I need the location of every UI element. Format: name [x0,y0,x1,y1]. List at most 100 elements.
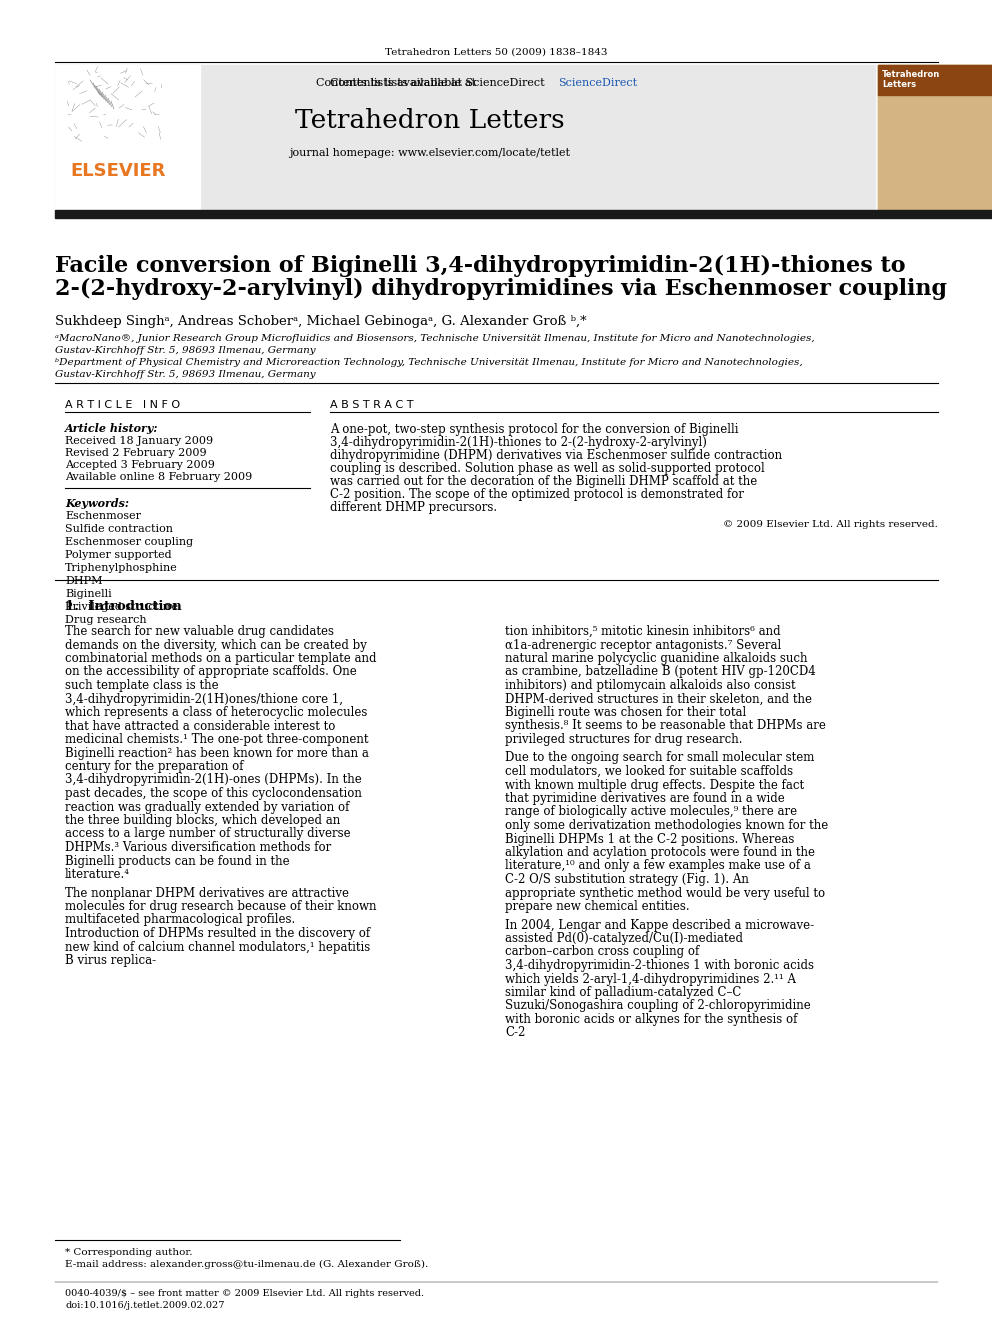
Text: Article history:: Article history: [65,423,159,434]
Bar [55,210,992,218]
Text: 1.  Introduction: 1. Introduction [65,601,182,613]
Text: appropriate synthetic method would be very useful to: appropriate synthetic method would be ve… [505,886,825,900]
Text: In 2004, Lengar and Kappe described a microwave-: In 2004, Lengar and Kappe described a mi… [505,918,814,931]
Text: Sukhdeep Singhᵃ, Andreas Schoberᵃ, Michael Gebinogaᵃ, G. Alexander Groß ᵇ,*: Sukhdeep Singhᵃ, Andreas Schoberᵃ, Micha… [55,315,586,328]
Text: carbon–carbon cross coupling of: carbon–carbon cross coupling of [505,946,699,958]
Text: such template class is the: such template class is the [65,679,218,692]
Text: medicinal chemists.¹ The one-pot three-component: medicinal chemists.¹ The one-pot three-c… [65,733,368,746]
Text: Letters: Letters [882,79,917,89]
Text: Tetrahedron: Tetrahedron [882,70,940,79]
Text: journal homepage: www.elsevier.com/locate/tetlet: journal homepage: www.elsevier.com/locat… [290,148,570,157]
Text: Drug research: Drug research [65,615,147,624]
Text: B virus replica-: B virus replica- [65,954,156,967]
Text: ELSEVIER: ELSEVIER [70,161,166,180]
Text: DHPM-derived structures in their skeleton, and the: DHPM-derived structures in their skeleto… [505,692,812,705]
Text: 2-(2-hydroxy-2-arylvinyl) dihydropyrimidines via Eschenmoser coupling: 2-(2-hydroxy-2-arylvinyl) dihydropyrimid… [55,278,947,300]
Text: 3,4-dihydropyrimidin-2(1H)ones/thione core 1,: 3,4-dihydropyrimidin-2(1H)ones/thione co… [65,692,343,705]
Text: Sulfide contraction: Sulfide contraction [65,524,173,534]
Text: multifaceted pharmacological profiles.: multifaceted pharmacological profiles. [65,913,296,926]
Text: Biginelli reaction² has been known for more than a: Biginelli reaction² has been known for m… [65,746,369,759]
Text: privileged structures for drug research.: privileged structures for drug research. [505,733,742,746]
Text: A R T I C L E   I N F O: A R T I C L E I N F O [65,400,181,410]
Text: new kind of calcium channel modulators,¹ hepatitis: new kind of calcium channel modulators,¹… [65,941,370,954]
Text: α1a-adrenergic receptor antagonists.⁷ Several: α1a-adrenergic receptor antagonists.⁷ Se… [505,639,782,651]
Text: * Corresponding author.: * Corresponding author. [65,1248,192,1257]
Text: Received 18 January 2009: Received 18 January 2009 [65,437,213,446]
Bar [55,65,875,210]
Text: Revised 2 February 2009: Revised 2 February 2009 [65,448,206,458]
Text: molecules for drug research because of their known: molecules for drug research because of t… [65,900,377,913]
Text: A B S T R A C T: A B S T R A C T [330,400,414,410]
Text: doi:10.1016/j.tetlet.2009.02.027: doi:10.1016/j.tetlet.2009.02.027 [65,1301,224,1310]
Text: DHPM: DHPM [65,576,102,586]
Text: E-mail address: alexander.gross@tu-ilmenau.de (G. Alexander Groß).: E-mail address: alexander.gross@tu-ilmen… [65,1259,429,1269]
Text: cell modulators, we looked for suitable scaffolds: cell modulators, we looked for suitable … [505,765,794,778]
Text: demands on the diversity, which can be created by: demands on the diversity, which can be c… [65,639,367,651]
Text: ScienceDirect: ScienceDirect [558,78,637,89]
Text: on the accessibility of appropriate scaffolds. One: on the accessibility of appropriate scaf… [65,665,357,679]
Text: Keywords:: Keywords: [65,497,129,509]
Bar [878,65,992,210]
Text: synthesis.⁸ It seems to be reasonable that DHPMs are: synthesis.⁸ It seems to be reasonable th… [505,720,826,733]
Text: Contents lists available at ScienceDirect: Contents lists available at ScienceDirec… [315,78,545,89]
Text: Eschenmoser coupling: Eschenmoser coupling [65,537,193,546]
Text: range of biologically active molecules,⁹ there are: range of biologically active molecules,⁹… [505,806,798,819]
Text: Due to the ongoing search for small molecular stem: Due to the ongoing search for small mole… [505,751,814,765]
Text: tion inhibitors,⁵ mitotic kinesin inhibitors⁶ and: tion inhibitors,⁵ mitotic kinesin inhibi… [505,624,781,638]
Text: that have attracted a considerable interest to: that have attracted a considerable inter… [65,720,335,733]
Text: Biginelli products can be found in the: Biginelli products can be found in the [65,855,290,868]
Text: natural marine polycyclic guanidine alkaloids such: natural marine polycyclic guanidine alka… [505,652,807,665]
Text: DHPMs.³ Various diversification methods for: DHPMs.³ Various diversification methods … [65,841,331,855]
Text: literature.⁴: literature.⁴ [65,868,130,881]
Text: 3,4-dihydropyrimidin-2-thiones 1 with boronic acids: 3,4-dihydropyrimidin-2-thiones 1 with bo… [505,959,814,972]
Text: literature,¹⁰ and only a few examples make use of a: literature,¹⁰ and only a few examples ma… [505,860,810,872]
Text: Biginelli route was chosen for their total: Biginelli route was chosen for their tot… [505,706,746,718]
Text: different DHMP precursors.: different DHMP precursors. [330,501,497,515]
Text: Gustav-Kirchhoff Str. 5, 98693 Ilmenau, Germany: Gustav-Kirchhoff Str. 5, 98693 Ilmenau, … [55,347,315,355]
Text: reaction was gradually extended by variation of: reaction was gradually extended by varia… [65,800,349,814]
Text: dihydropyrimidine (DHPM) derivatives via Eschenmoser sulfide contraction: dihydropyrimidine (DHPM) derivatives via… [330,448,782,462]
Text: prepare new chemical entities.: prepare new chemical entities. [505,900,689,913]
Text: that pyrimidine derivatives are found in a wide: that pyrimidine derivatives are found in… [505,792,785,804]
Text: Tetrahedron Letters: Tetrahedron Letters [296,108,564,134]
Text: A one-pot, two-step synthesis protocol for the conversion of Biginelli: A one-pot, two-step synthesis protocol f… [330,423,738,437]
Text: The nonplanar DHPM derivatives are attractive: The nonplanar DHPM derivatives are attra… [65,886,349,900]
Text: access to a large number of structurally diverse: access to a large number of structurally… [65,827,350,840]
Text: Available online 8 February 2009: Available online 8 February 2009 [65,472,252,482]
Text: the three building blocks, which developed an: the three building blocks, which develop… [65,814,340,827]
Text: © 2009 Elsevier Ltd. All rights reserved.: © 2009 Elsevier Ltd. All rights reserved… [723,520,938,529]
Text: The search for new valuable drug candidates: The search for new valuable drug candida… [65,624,334,638]
Text: as crambine, batzelladine B (potent HIV gp-120CD4: as crambine, batzelladine B (potent HIV … [505,665,815,679]
Text: C-2: C-2 [505,1027,526,1040]
Bar [878,65,992,210]
Text: Privileged structure: Privileged structure [65,602,179,613]
Text: century for the preparation of: century for the preparation of [65,759,243,773]
Text: inhibitors) and ptilomycain alkaloids also consist: inhibitors) and ptilomycain alkaloids al… [505,679,796,692]
Text: Introduction of DHPMs resulted in the discovery of: Introduction of DHPMs resulted in the di… [65,927,370,941]
Bar [55,65,200,210]
Text: coupling is described. Solution phase as well as solid-supported protocol: coupling is described. Solution phase as… [330,462,765,475]
Text: Contents lists available at: Contents lists available at [330,78,479,89]
Text: Suzuki/Sonogashira coupling of 2-chloropyrimidine: Suzuki/Sonogashira coupling of 2-chlorop… [505,999,810,1012]
Text: 0040-4039/$ – see front matter © 2009 Elsevier Ltd. All rights reserved.: 0040-4039/$ – see front matter © 2009 El… [65,1289,425,1298]
Text: was carried out for the decoration of the Biginelli DHMP scaffold at the: was carried out for the decoration of th… [330,475,757,488]
Text: C-2 O/S substitution strategy (Fig. 1). An: C-2 O/S substitution strategy (Fig. 1). … [505,873,749,886]
Text: C-2 position. The scope of the optimized protocol is demonstrated for: C-2 position. The scope of the optimized… [330,488,744,501]
Text: similar kind of palladium-catalyzed C–C: similar kind of palladium-catalyzed C–C [505,986,741,999]
Text: ᵇDepartment of Physical Chemistry and Microreaction Technology, Technische Unive: ᵇDepartment of Physical Chemistry and Mi… [55,359,803,366]
Text: past decades, the scope of this cyclocondensation: past decades, the scope of this cyclocon… [65,787,362,800]
Text: which yields 2-aryl-1,4-dihydropyrimidines 2.¹¹ A: which yields 2-aryl-1,4-dihydropyrimidin… [505,972,796,986]
Text: with boronic acids or alkynes for the synthesis of: with boronic acids or alkynes for the sy… [505,1013,798,1027]
Text: Triphenylphosphine: Triphenylphosphine [65,564,178,573]
Text: ᵃMacroNano®, Junior Research Group Microfluidics and Biosensors, Technische Univ: ᵃMacroNano®, Junior Research Group Micro… [55,333,814,343]
Text: Tetrahedron Letters 50 (2009) 1838–1843: Tetrahedron Letters 50 (2009) 1838–1843 [385,48,607,57]
Text: with known multiple drug effects. Despite the fact: with known multiple drug effects. Despit… [505,778,805,791]
Text: Gustav-Kirchhoff Str. 5, 98693 Ilmenau, Germany: Gustav-Kirchhoff Str. 5, 98693 Ilmenau, … [55,370,315,378]
Text: 3,4-dihydropyrimidin-2(1H)-thiones to 2-(2-hydroxy-2-arylvinyl): 3,4-dihydropyrimidin-2(1H)-thiones to 2-… [330,437,707,448]
Text: only some derivatization methodologies known for the: only some derivatization methodologies k… [505,819,828,832]
Text: assisted Pd(0)-catalyzed/Cu(I)-mediated: assisted Pd(0)-catalyzed/Cu(I)-mediated [505,931,743,945]
Bar [878,65,992,95]
Text: Facile conversion of Biginelli 3,4-dihydropyrimidin-2(1H)-thiones to: Facile conversion of Biginelli 3,4-dihyd… [55,255,906,277]
Text: Accepted 3 February 2009: Accepted 3 February 2009 [65,460,215,470]
Text: Biginelli: Biginelli [65,589,112,599]
